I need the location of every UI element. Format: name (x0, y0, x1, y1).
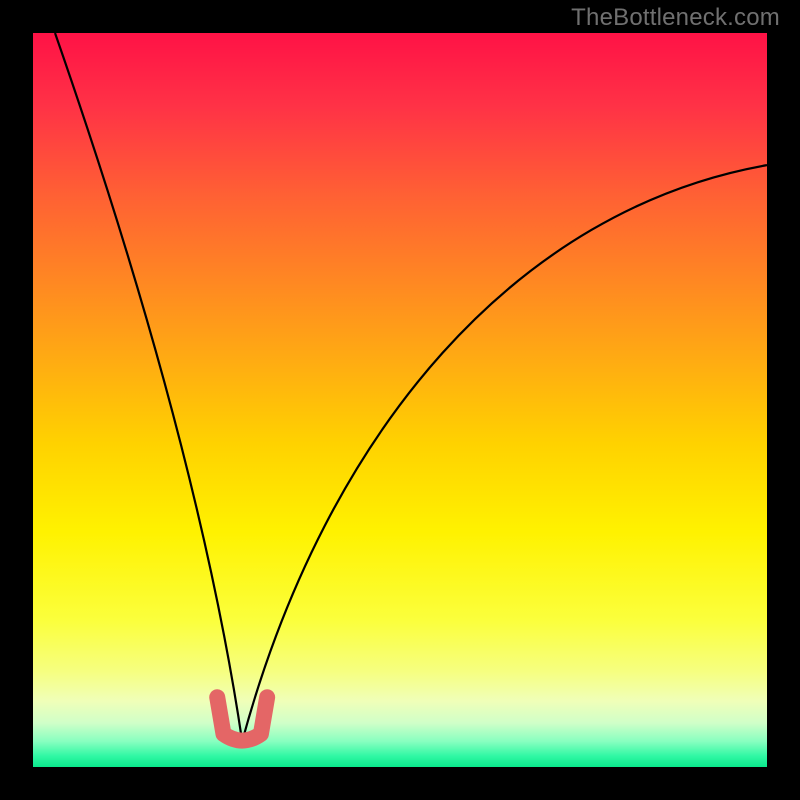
curve-layer (33, 33, 767, 767)
plot-area (33, 33, 767, 767)
watermark-text: TheBottleneck.com (571, 4, 780, 32)
vertex-marker (217, 697, 267, 740)
bottleneck-curve (55, 33, 767, 741)
